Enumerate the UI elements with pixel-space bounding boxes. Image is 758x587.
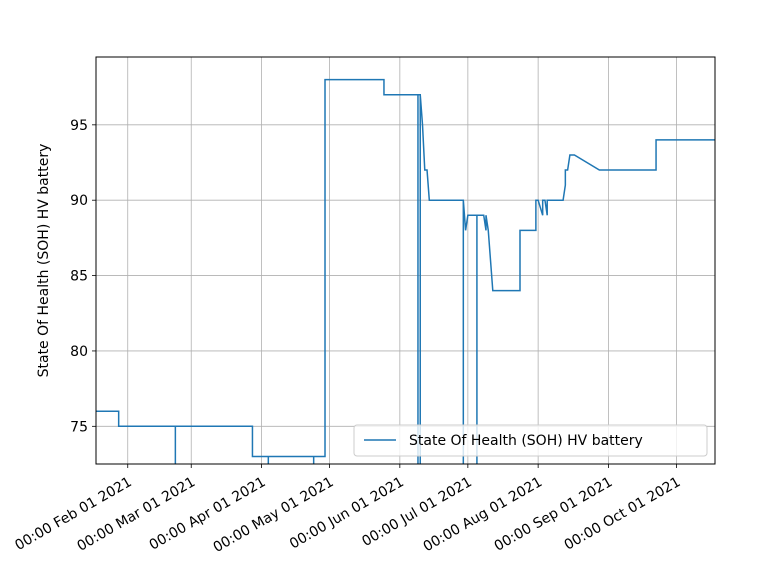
y-tick-label: 85 <box>70 269 88 285</box>
plot-frame <box>95 56 716 465</box>
y-tick-label: 80 <box>70 344 88 360</box>
x-tick-label: 00:00 Jun 01 2021 <box>287 474 407 552</box>
x-tick-label: 00:00 Jul 01 2021 <box>359 474 474 550</box>
y-tick-label: 95 <box>70 118 88 134</box>
x-tick-label: 00:00 Feb 01 2021 <box>12 474 134 554</box>
x-tick-label: 00:00 Mar 01 2021 <box>74 474 198 555</box>
legend: State Of Health (SOH) HV battery <box>353 424 708 457</box>
x-tick-label: 00:00 Oct 01 2021 <box>562 474 684 554</box>
legend-entry-soh: State Of Health (SOH) HV battery <box>409 433 643 449</box>
x-tick-label: 00:00 May 01 2021 <box>211 474 337 556</box>
grid-lines <box>96 57 715 464</box>
x-tick-label: 00:00 Sep 01 2021 <box>492 474 616 555</box>
x-tick-label: 00:00 Aug 01 2021 <box>421 474 545 555</box>
series-line-soh <box>96 78 715 464</box>
y-axis-label: State Of Health (SOH) HV battery <box>36 144 52 378</box>
x-tick-label: 00:00 Apr 01 2021 <box>147 474 269 554</box>
legend-box <box>353 424 708 457</box>
y-tick-label: 75 <box>70 419 88 435</box>
series-layer <box>96 78 715 464</box>
y-tick-label: 90 <box>70 193 88 209</box>
